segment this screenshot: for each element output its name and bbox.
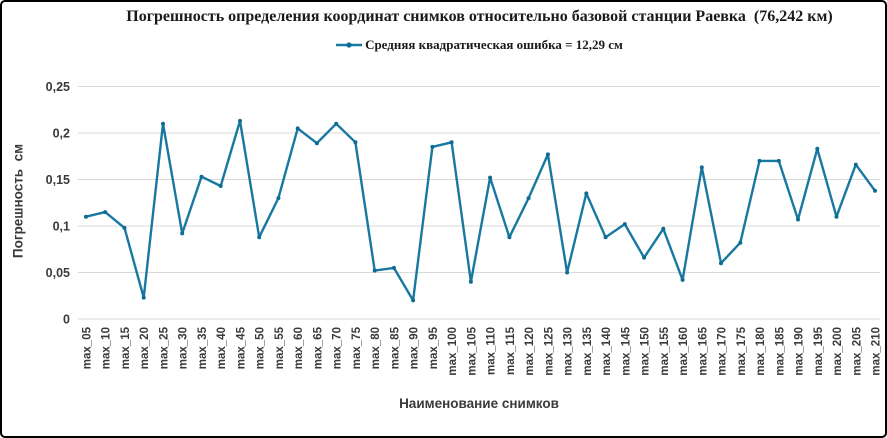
x-tick-label: max_105 bbox=[466, 326, 478, 375]
data-point-marker bbox=[565, 270, 570, 275]
data-point-marker bbox=[853, 162, 858, 167]
x-tick-label: max_15 bbox=[120, 326, 132, 369]
data-point-marker bbox=[699, 165, 704, 170]
data-point-marker bbox=[488, 175, 493, 180]
data-point-marker bbox=[603, 235, 608, 240]
x-tick-label: max_120 bbox=[524, 327, 536, 376]
data-point-marker bbox=[314, 141, 319, 146]
x-tick-label: max_190 bbox=[794, 327, 806, 376]
data-point-marker bbox=[372, 268, 377, 273]
data-point-marker bbox=[584, 191, 589, 196]
x-tick-label: max_175 bbox=[736, 326, 748, 375]
legend-line-marker-icon bbox=[335, 39, 363, 51]
x-tick-label: max_165 bbox=[697, 326, 709, 375]
x-tick-label: max_135 bbox=[582, 326, 594, 375]
x-tick-label: max_65 bbox=[312, 326, 324, 369]
data-point-marker bbox=[141, 295, 146, 300]
data-point-marker bbox=[815, 146, 820, 151]
data-point-marker bbox=[545, 152, 550, 157]
data-point-marker bbox=[642, 255, 647, 260]
x-tick-label: max_60 bbox=[293, 327, 305, 369]
data-point-marker bbox=[738, 240, 743, 245]
x-tick-label: max_155 bbox=[659, 326, 671, 375]
data-point-marker bbox=[661, 226, 666, 231]
y-axis-title: Погрешность см bbox=[10, 143, 26, 259]
x-tick-label: max_200 bbox=[832, 327, 844, 376]
x-tick-label: max_70 bbox=[332, 327, 344, 369]
y-tick-label: 0,2 bbox=[53, 127, 70, 141]
x-tick-label: max_20 bbox=[139, 327, 151, 369]
data-point-marker bbox=[257, 235, 262, 240]
x-tick-label: max_195 bbox=[813, 326, 825, 375]
x-tick-label: max_180 bbox=[755, 327, 767, 376]
data-point-marker bbox=[353, 140, 358, 145]
data-point-marker bbox=[834, 214, 839, 219]
x-axis-title: Наименование снимков bbox=[399, 396, 559, 411]
data-point-marker bbox=[238, 118, 242, 123]
data-point-marker bbox=[622, 222, 627, 227]
data-point-marker bbox=[873, 188, 877, 193]
data-point-marker bbox=[276, 196, 281, 201]
x-tick-label: max_125 bbox=[543, 326, 555, 375]
data-point-marker bbox=[411, 298, 416, 303]
series-line bbox=[84, 119, 877, 302]
x-tick-label: max_05 bbox=[82, 326, 94, 369]
x-tick-label: max_100 bbox=[447, 327, 459, 376]
y-tick-label: 0,1 bbox=[53, 220, 70, 234]
x-tick-label: max_185 bbox=[774, 326, 786, 375]
data-point-marker bbox=[295, 126, 300, 131]
x-tick-label: max_170 bbox=[717, 327, 729, 376]
data-point-marker bbox=[84, 214, 88, 219]
x-tick-label: max_115 bbox=[505, 326, 517, 375]
x-tick-label: max_140 bbox=[601, 327, 613, 376]
data-point-marker bbox=[180, 231, 185, 236]
legend-label: Средняя квадратическая ошибка = 12,29 см bbox=[365, 37, 623, 52]
data-point-marker bbox=[430, 144, 435, 149]
x-tick-label: max_110 bbox=[486, 327, 498, 375]
y-tick-label: 0,05 bbox=[46, 266, 70, 280]
x-tick-label: max_35 bbox=[197, 326, 209, 369]
data-point-marker bbox=[468, 279, 473, 284]
data-point-marker bbox=[526, 196, 531, 201]
data-point-marker bbox=[391, 265, 396, 270]
chart-title: Погрешность определения координат снимко… bbox=[126, 8, 833, 25]
x-tick-label: max_95 bbox=[428, 326, 440, 369]
data-point-marker bbox=[757, 158, 762, 163]
x-tick-label: max_150 bbox=[640, 327, 652, 376]
x-tick-label: max_40 bbox=[216, 327, 228, 369]
y-tick-label: 0 bbox=[63, 313, 70, 327]
x-tick-label: max_75 bbox=[351, 326, 363, 369]
y-tick-label: 0,15 bbox=[46, 173, 70, 187]
data-point-marker bbox=[334, 121, 339, 126]
data-point-marker bbox=[507, 235, 512, 240]
x-tick-label: max_130 bbox=[563, 327, 575, 376]
data-point-marker bbox=[103, 210, 108, 215]
data-point-marker bbox=[796, 217, 800, 222]
x-tick-label: max_25 bbox=[158, 326, 170, 369]
y-tick-label: 0,25 bbox=[46, 80, 70, 94]
data-point-marker bbox=[776, 158, 781, 163]
x-tick-label: max_10 bbox=[101, 327, 113, 369]
data-point-marker bbox=[122, 225, 127, 230]
data-point-marker bbox=[199, 174, 204, 179]
x-tick-label: max_160 bbox=[678, 327, 690, 376]
x-tick-label: max_145 bbox=[620, 326, 632, 375]
x-tick-label: max_210 bbox=[871, 327, 883, 376]
data-point-marker bbox=[719, 261, 723, 266]
x-tick-label: max_45 bbox=[235, 326, 247, 369]
x-tick-label: max_90 bbox=[409, 327, 421, 369]
x-tick-label: max_85 bbox=[389, 326, 401, 369]
x-tick-label: max_50 bbox=[255, 327, 267, 369]
x-tick-label: max_80 bbox=[370, 327, 382, 369]
data-point-marker bbox=[218, 184, 223, 188]
x-tick-label: max_205 bbox=[851, 326, 863, 375]
data-point-marker bbox=[161, 121, 165, 126]
legend: Средняя квадратическая ошибка = 12,29 см bbox=[78, 36, 880, 54]
x-tick-label: max_30 bbox=[178, 327, 190, 369]
data-point-marker bbox=[449, 140, 454, 145]
data-point-marker bbox=[680, 277, 685, 282]
x-tick-label: max_55 bbox=[274, 326, 286, 369]
